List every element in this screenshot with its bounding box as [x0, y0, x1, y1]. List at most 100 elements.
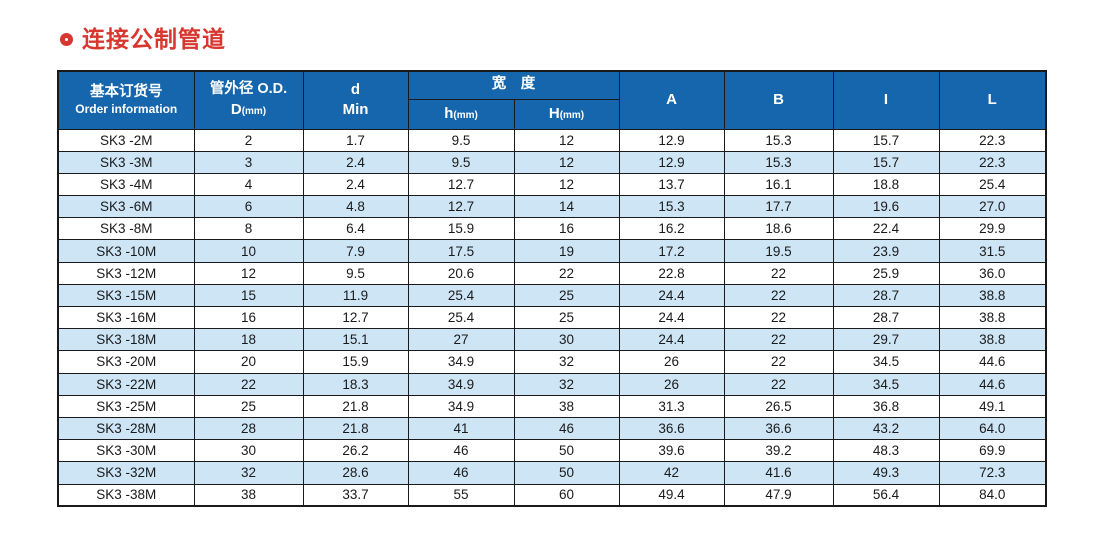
header-H-unit: (mm)	[559, 109, 585, 121]
value-cell: 25	[513, 305, 620, 330]
value-cell: 22.3	[938, 128, 1047, 152]
table-row: SK3 -22M 22 18.3 34.9 32 26 22 34.5 44.6	[57, 372, 1047, 396]
table-row: SK3 -10M 10 7.9 17.5 19 17.2 19.5 23.9 31.5	[57, 239, 1047, 263]
header-od-symbol: D	[230, 100, 242, 118]
value-cell: 19	[513, 239, 620, 263]
value-cell: 28.7	[832, 305, 940, 330]
value-cell: 36.6	[618, 416, 725, 441]
header-col-i-label: I	[883, 91, 889, 109]
value-cell: 17.7	[723, 195, 834, 219]
value-cell: 36.6	[723, 416, 834, 441]
value-cell: 38	[513, 394, 620, 418]
header-col-h-small: h(mm)	[407, 98, 515, 130]
value-cell: 4.8	[302, 195, 409, 219]
header-d-min: d Min	[302, 70, 409, 130]
value-cell: 27	[407, 328, 515, 352]
header-col-b: B	[723, 70, 834, 130]
value-cell: 38	[193, 483, 304, 507]
value-cell: 17.5	[407, 239, 515, 263]
value-cell: 19.5	[723, 239, 834, 263]
header-col-l: L	[938, 70, 1047, 130]
order-number-cell: SK3 -12M	[57, 261, 195, 285]
value-cell: 34.9	[407, 394, 515, 418]
order-number-cell: SK3 -22M	[57, 372, 195, 396]
value-cell: 26	[618, 372, 725, 396]
value-cell: 44.6	[938, 372, 1047, 396]
header-outer-diameter: 管外径 O.D. D(mm)	[193, 70, 304, 130]
table-row: SK3 -32M 32 28.6 46 50 42 41.6 49.3 72.3	[57, 461, 1047, 485]
value-cell: 29.9	[938, 217, 1047, 241]
value-cell: 25.4	[407, 305, 515, 330]
order-number-cell: SK3 -30M	[57, 439, 195, 463]
value-cell: 20.6	[407, 261, 515, 285]
value-cell: 12.9	[618, 128, 725, 152]
value-cell: 64.0	[938, 416, 1047, 441]
header-width-group-label: 宽 度	[491, 76, 536, 93]
value-cell: 50	[513, 461, 620, 485]
spec-table: 基本订货号 Order information 管外径 O.D. D(mm) d…	[57, 70, 1047, 508]
value-cell: 13.7	[618, 172, 725, 197]
value-cell: 31.3	[618, 394, 725, 418]
value-cell: 6	[193, 195, 304, 219]
value-cell: 15.7	[832, 128, 940, 152]
value-cell: 12	[193, 261, 304, 285]
value-cell: 25	[193, 394, 304, 418]
value-cell: 9.5	[302, 261, 409, 285]
value-cell: 41	[407, 416, 515, 441]
value-cell: 7.9	[302, 239, 409, 263]
value-cell: 19.6	[832, 195, 940, 219]
header-order-info-zh: 基本订货号	[90, 83, 163, 100]
value-cell: 31.5	[938, 239, 1047, 263]
table-row: SK3 -30M 30 26.2 46 50 39.6 39.2 48.3 69.9	[57, 439, 1047, 463]
value-cell: 15.9	[407, 217, 515, 241]
value-cell: 30	[513, 328, 620, 352]
value-cell: 2	[193, 128, 304, 152]
value-cell: 16.2	[618, 217, 725, 241]
header-H-symbol: H	[548, 104, 560, 122]
order-number-cell: SK3 -25M	[57, 394, 195, 418]
order-number-cell: SK3 -18M	[57, 328, 195, 352]
value-cell: 29.7	[832, 328, 940, 352]
value-cell: 22	[723, 261, 834, 285]
value-cell: 6.4	[302, 217, 409, 241]
order-number-cell: SK3 -15M	[57, 283, 195, 308]
section-title: 连接公制管道	[60, 28, 226, 51]
value-cell: 56.4	[832, 483, 940, 507]
header-order-info-en: Order information	[75, 102, 178, 117]
header-d-symbol: d	[350, 81, 361, 98]
value-cell: 47.9	[723, 483, 834, 507]
order-number-cell: SK3 -20M	[57, 350, 195, 374]
value-cell: 22	[193, 372, 304, 396]
table-row: SK3 -38M 38 33.7 55 60 49.4 47.9 56.4 84.0	[57, 483, 1047, 507]
red-circle-icon	[60, 33, 73, 46]
table-row: SK3 -4M 4 2.4 12.7 12 13.7 16.1 18.8 25.4	[57, 172, 1047, 197]
value-cell: 50	[513, 439, 620, 463]
value-cell: 15.7	[832, 150, 940, 174]
header-h-unit: (mm)	[453, 109, 478, 121]
value-cell: 9.5	[407, 150, 515, 174]
value-cell: 55	[407, 483, 515, 507]
header-od-unit: (mm)	[241, 105, 267, 117]
value-cell: 8	[193, 217, 304, 241]
value-cell: 60	[513, 483, 620, 507]
value-cell: 46	[513, 416, 620, 441]
order-number-cell: SK3 -16M	[57, 305, 195, 330]
value-cell: 16	[513, 217, 620, 241]
header-od-zh: 管外径 O.D.	[209, 81, 288, 98]
table-row: SK3 -16M 16 12.7 25.4 25 24.4 22 28.7 38.8	[57, 305, 1047, 330]
header-width-group: 宽 度	[407, 70, 620, 100]
value-cell: 16.1	[723, 172, 834, 197]
value-cell: 24.4	[618, 283, 725, 308]
value-cell: 15.3	[618, 195, 725, 219]
value-cell: 2.4	[302, 172, 409, 197]
value-cell: 20	[193, 350, 304, 374]
value-cell: 46	[407, 461, 515, 485]
value-cell: 27.0	[938, 195, 1047, 219]
value-cell: 22	[723, 305, 834, 330]
table-row: SK3 -3M 3 2.4 9.5 12 12.9 15.3 15.7 22.3	[57, 150, 1047, 174]
value-cell: 1.7	[302, 128, 409, 152]
value-cell: 22	[723, 372, 834, 396]
value-cell: 34.9	[407, 372, 515, 396]
value-cell: 11.9	[302, 283, 409, 308]
value-cell: 17.2	[618, 239, 725, 263]
